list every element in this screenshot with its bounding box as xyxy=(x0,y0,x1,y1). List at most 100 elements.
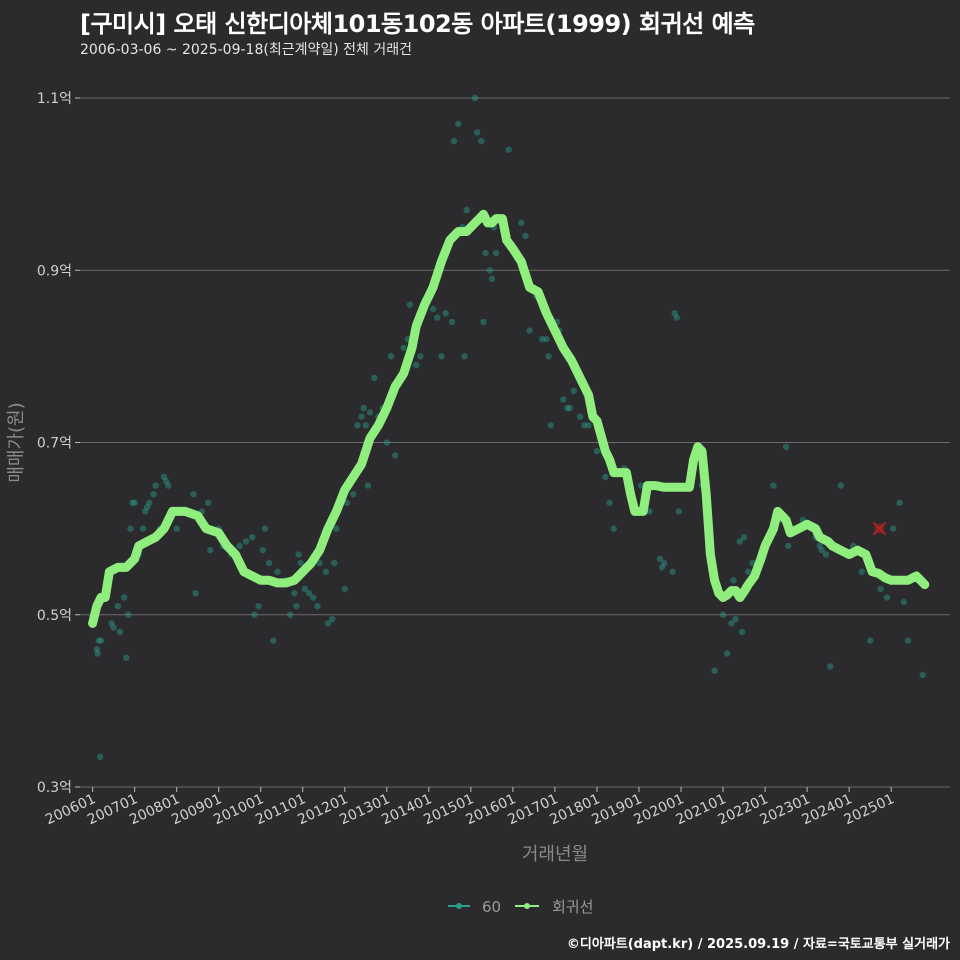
scatter-point xyxy=(328,615,336,623)
scatter-point xyxy=(417,353,424,360)
scatter-point xyxy=(310,594,317,601)
scatter-point xyxy=(473,129,481,136)
scatter-point xyxy=(738,628,746,636)
scatter-point xyxy=(543,335,550,343)
scatter-point xyxy=(242,538,250,545)
scatter-point xyxy=(204,499,212,506)
scatter-point xyxy=(349,490,357,498)
scatter-point xyxy=(160,473,168,481)
scatter-point xyxy=(331,559,338,567)
scatter-point xyxy=(740,534,748,541)
y-tick-label: 0.5억 xyxy=(37,608,72,624)
scatter-point xyxy=(97,637,105,644)
scatter-point xyxy=(95,637,103,644)
scatter-point xyxy=(354,422,361,429)
scatter-point xyxy=(711,667,718,674)
scatter-point xyxy=(784,542,792,550)
scatter-point xyxy=(144,503,151,511)
regression-line xyxy=(88,209,930,628)
scatter-point xyxy=(261,525,269,532)
legend-label-regression: 회귀선 xyxy=(552,898,593,916)
y-tick-label: 0.7억 xyxy=(37,436,72,452)
legend-dot-60 xyxy=(456,903,462,909)
scatter-point xyxy=(366,409,374,416)
y-tick-label: 1.1억 xyxy=(37,91,72,107)
scatter-point xyxy=(486,267,493,274)
scatter-point xyxy=(866,637,874,644)
scatter-point xyxy=(719,611,727,618)
scatter-point xyxy=(661,559,668,567)
scatter-point xyxy=(301,585,309,593)
scatter-point xyxy=(585,422,592,429)
scatter-point xyxy=(251,611,258,618)
scatter-point xyxy=(730,577,737,584)
y-axis-title: 매매가(원) xyxy=(6,402,27,482)
scatter-point xyxy=(890,525,897,532)
scatter-point xyxy=(547,422,554,429)
scatter-point xyxy=(566,404,573,412)
scatter-point xyxy=(406,301,414,308)
scatter-point xyxy=(770,482,777,489)
scatter-point xyxy=(728,620,735,627)
scatter-point xyxy=(343,499,351,506)
scatter-point xyxy=(274,568,281,575)
scatter-point xyxy=(125,611,132,618)
scatter-point xyxy=(919,671,926,679)
scatter-point xyxy=(333,525,340,532)
scatter-point xyxy=(93,646,101,653)
scatter-point xyxy=(413,361,420,369)
scatter-point xyxy=(827,663,834,670)
scatter-point xyxy=(383,439,391,446)
scatter-point xyxy=(108,620,115,627)
scatter-point xyxy=(858,568,865,575)
y-tick-label: 0.3억 xyxy=(37,780,72,796)
scatter-point xyxy=(610,525,617,532)
scatter-point xyxy=(576,413,584,420)
scatter-point xyxy=(463,206,470,214)
legend-label-60: 60 xyxy=(482,898,501,916)
scatter-point xyxy=(492,249,500,257)
scatter-point xyxy=(259,546,267,554)
scatter-point xyxy=(745,568,752,575)
scatter-point xyxy=(295,551,302,558)
scatter-point xyxy=(488,275,496,283)
scatter-point xyxy=(904,637,912,644)
scatter-point xyxy=(518,219,525,227)
scatter-point xyxy=(656,555,664,562)
scatter-point xyxy=(165,482,172,489)
scatter-point xyxy=(570,387,578,395)
scatter-point xyxy=(314,602,321,610)
scatter-point xyxy=(400,344,407,351)
scatter-point xyxy=(270,637,277,644)
scatter-point xyxy=(448,318,456,326)
scatter-point xyxy=(593,447,601,455)
scatter-point xyxy=(305,590,313,597)
regression-line-series xyxy=(88,209,930,628)
legend[interactable]: 60 회귀선 xyxy=(448,898,593,916)
scatter-point xyxy=(322,568,330,575)
scatter-point xyxy=(265,559,273,567)
scatter-point xyxy=(837,482,844,489)
scatter-point xyxy=(669,568,676,575)
x-axis-title: 거래년월 xyxy=(522,844,588,865)
scatter-point xyxy=(724,650,731,657)
scatter-point xyxy=(736,538,744,545)
scatter-point xyxy=(141,508,149,515)
scatter-point xyxy=(139,525,147,532)
scatter-point xyxy=(207,546,214,554)
scatter-point xyxy=(190,490,197,498)
scatter-point xyxy=(116,628,124,636)
scatter-point xyxy=(522,232,529,239)
scatter-point xyxy=(732,615,739,623)
scatter-point xyxy=(900,598,907,606)
scatter-point xyxy=(362,422,369,429)
scatter-point xyxy=(255,602,262,610)
scatter-point xyxy=(110,624,117,631)
scatter-point xyxy=(129,499,136,506)
scatter-point xyxy=(114,602,122,610)
chart-subtitle: 2006-03-06 ~ 2025-09-18(최근계약일) 전체 거래건 xyxy=(80,42,412,58)
scatter-point xyxy=(673,314,681,321)
scatter-point xyxy=(236,542,243,550)
scatter-point xyxy=(192,590,199,597)
